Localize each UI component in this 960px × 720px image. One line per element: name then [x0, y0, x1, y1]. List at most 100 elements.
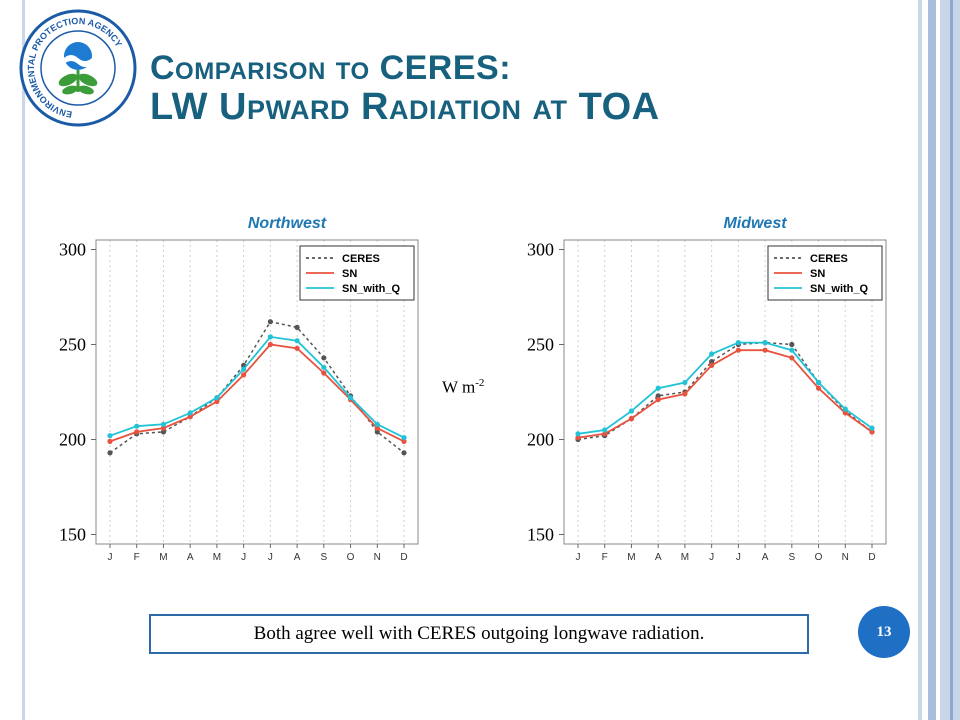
epa-seal-icon: ENVIRONMENTAL PROTECTION AGENCY: [19, 9, 137, 127]
panel-title: Northwest: [248, 215, 327, 232]
y-tick-label: 300: [527, 240, 554, 260]
x-tick-label: M: [681, 552, 689, 563]
data-point: [762, 347, 768, 353]
data-point: [107, 433, 113, 439]
x-tick-label: A: [187, 552, 194, 563]
x-tick-label: J: [709, 552, 714, 563]
data-point: [294, 324, 300, 330]
data-point: [347, 395, 354, 401]
data-point: [789, 355, 795, 361]
series-line: [109, 320, 405, 454]
data-point: [160, 421, 167, 427]
series-line: [577, 349, 873, 439]
data-point: [321, 355, 327, 361]
slide-frame-right: [950, 0, 953, 720]
slide-title-line1: Comparison to CERES:: [150, 49, 512, 87]
data-point: [267, 334, 273, 340]
data-point: [401, 435, 407, 441]
x-tick-label: A: [762, 552, 769, 563]
x-tick-label: O: [815, 552, 823, 563]
data-point: [602, 427, 608, 433]
data-point: [682, 391, 688, 397]
x-tick-label: N: [374, 552, 381, 563]
x-tick-label: O: [347, 552, 355, 563]
x-tick-label: A: [294, 552, 301, 563]
data-point: [107, 450, 113, 456]
legend-label: SN: [342, 268, 357, 280]
x-tick-label: D: [400, 552, 407, 563]
legend-label: CERES: [810, 253, 848, 265]
y-tick-label: 150: [59, 525, 86, 545]
y-tick-label: 300: [59, 240, 86, 260]
data-point: [321, 364, 327, 370]
x-tick-label: J: [108, 552, 113, 563]
x-tick-label: A: [655, 552, 662, 563]
data-point: [655, 385, 661, 391]
x-tick-label: M: [213, 552, 221, 563]
data-point: [709, 362, 715, 368]
legend-label: SN_with_Q: [810, 283, 869, 295]
data-point: [628, 416, 635, 422]
unit-label-base: W m: [442, 377, 476, 397]
slide-frame-right: [928, 0, 936, 720]
unit-label-exponent: -2: [475, 377, 485, 389]
northwest-chart: Northwest 150 200 250 300 J F M A M J J A S O N D CERES SN…: [59, 215, 419, 563]
data-point: [575, 431, 581, 437]
data-point: [401, 438, 407, 444]
data-point: [294, 345, 300, 351]
midwest-chart: Midwest 150 200 250 300 J F M A M J J A S O N D CERES SN SN…: [527, 215, 887, 563]
data-point: [107, 438, 113, 444]
x-tick-label: J: [736, 552, 741, 563]
data-point: [655, 393, 661, 399]
data-point: [789, 347, 795, 353]
x-tick-label: J: [268, 552, 273, 563]
x-tick-label: M: [159, 552, 167, 563]
y-tick-label: 200: [59, 430, 86, 450]
data-point: [709, 359, 715, 365]
x-tick-label: F: [602, 552, 608, 563]
data-point: [815, 385, 822, 391]
y-tick-label: 200: [527, 430, 554, 450]
x-tick-label: M: [627, 552, 635, 563]
slide-frame-left: [22, 0, 25, 720]
note-box: Both agree well with CERES outgoing long…: [149, 614, 809, 654]
x-tick-label: S: [320, 552, 327, 563]
data-point: [869, 425, 875, 431]
series-line: [109, 335, 405, 439]
data-point: [762, 340, 768, 346]
data-point: [241, 366, 247, 372]
x-tick-label: F: [134, 552, 140, 563]
data-point: [134, 429, 140, 435]
data-point: [374, 421, 380, 427]
data-point: [709, 351, 715, 357]
page-number-badge: 13: [858, 606, 910, 658]
data-point: [160, 429, 167, 435]
data-point: [267, 319, 273, 325]
data-point: [267, 341, 273, 348]
data-point: [869, 429, 875, 435]
data-point: [187, 410, 193, 416]
series-line: [109, 343, 405, 443]
data-point: [655, 397, 661, 403]
legend-label: SN_with_Q: [342, 283, 401, 295]
data-point: [735, 340, 741, 346]
plot-frame: [95, 239, 419, 545]
data-point: [842, 406, 848, 412]
data-point: [321, 370, 327, 376]
panel-title: Midwest: [723, 215, 787, 232]
slide-title-line2: LW Upward Radiation at TOA: [150, 85, 660, 128]
y-tick-label: 150: [527, 525, 554, 545]
data-point: [187, 414, 193, 420]
data-point: [214, 395, 220, 401]
y-tick-label: 250: [59, 335, 86, 355]
x-tick-label: N: [842, 552, 849, 563]
page-number: 13: [876, 623, 892, 640]
data-point: [575, 435, 581, 441]
data-point: [401, 450, 407, 456]
legend-label: CERES: [342, 253, 380, 265]
data-point: [628, 408, 635, 414]
data-point: [134, 423, 140, 429]
y-axis-unit-label: W m-2: [442, 377, 484, 398]
data-point: [241, 372, 247, 378]
x-tick-label: S: [788, 552, 795, 563]
